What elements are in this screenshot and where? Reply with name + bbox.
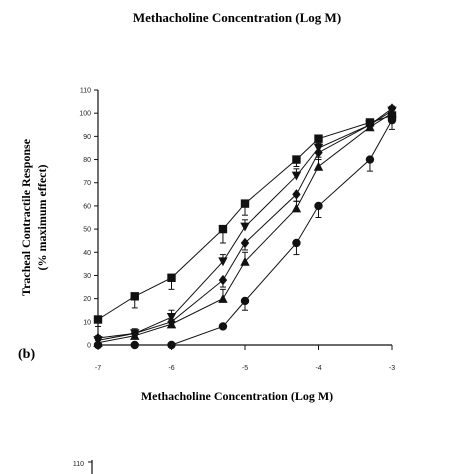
panel-label: (b) <box>18 347 35 362</box>
data-point <box>314 134 323 143</box>
series-line <box>98 119 393 346</box>
data-point <box>292 189 301 200</box>
y-axis-label-line1: Tracheal Contractile Response <box>19 138 33 296</box>
data-point <box>218 257 228 267</box>
x-axis-label: Methacholine Concentration (Log M) <box>141 389 333 403</box>
x-tick-label: -4 <box>315 365 321 372</box>
y-tick-label: 0 <box>87 343 91 350</box>
data-point <box>218 224 228 234</box>
data-point <box>387 115 397 125</box>
data-point <box>130 331 140 340</box>
data-point <box>167 340 176 350</box>
data-point <box>240 199 250 208</box>
data-point <box>314 201 323 211</box>
data-point <box>218 322 228 331</box>
y-tick-label: 60 <box>83 203 91 210</box>
data-point <box>365 122 375 132</box>
data-point <box>291 203 302 213</box>
y-tick-label: 90 <box>83 134 91 141</box>
data-point <box>365 155 375 164</box>
data-point <box>292 155 301 164</box>
y-ticks: 0 10 20 30 40 50 60 70 80 90 100 110 <box>79 88 98 350</box>
plot-area: 0 10 20 30 40 50 60 70 80 90 100 110 -7 -6 -5 -4 -3 <box>79 88 397 372</box>
y-axis-label-line2: (% maximum effect) <box>35 165 49 271</box>
y-tick-label: 40 <box>83 250 91 257</box>
next-panel-stub: 110 <box>73 460 93 474</box>
data-point <box>240 237 250 249</box>
x-ticks: -7 -6 -5 -4 -3 <box>95 345 395 372</box>
series-layer <box>93 103 397 350</box>
y-tick-label: 20 <box>83 296 91 303</box>
data-point <box>240 296 250 306</box>
data-point <box>167 273 176 282</box>
data-point <box>387 108 397 118</box>
x-tick-label: -6 <box>168 365 174 372</box>
data-point <box>166 319 177 329</box>
data-point <box>292 238 301 248</box>
x-tick-label: -3 <box>389 365 395 372</box>
y-tick-label: 70 <box>83 180 91 187</box>
x-tick-label: -5 <box>242 365 248 372</box>
y-tick-label: 30 <box>83 273 91 280</box>
data-point <box>218 274 228 286</box>
series-circle <box>93 115 397 350</box>
series-line <box>97 115 393 320</box>
data-point <box>130 340 139 350</box>
series-square <box>93 111 397 327</box>
data-point <box>240 222 250 232</box>
y-tick-label: 110 <box>80 88 91 95</box>
x-tick-label: -7 <box>95 365 101 372</box>
y-tick-label: 50 <box>83 227 91 234</box>
data-point <box>93 340 103 350</box>
data-point <box>93 315 103 324</box>
data-point <box>130 292 139 301</box>
data-point <box>313 161 324 171</box>
y-tick-label: 100 <box>79 111 91 118</box>
data-point <box>291 171 302 181</box>
next-panel-tick-label: 110 <box>73 461 84 468</box>
y-tick-label: 80 <box>83 157 91 164</box>
data-point <box>240 256 250 266</box>
y-tick-label: 10 <box>83 319 91 326</box>
data-point <box>314 147 323 158</box>
top-caption: Methacholine Concentration (Log M) <box>133 10 341 25</box>
data-point <box>218 293 228 303</box>
